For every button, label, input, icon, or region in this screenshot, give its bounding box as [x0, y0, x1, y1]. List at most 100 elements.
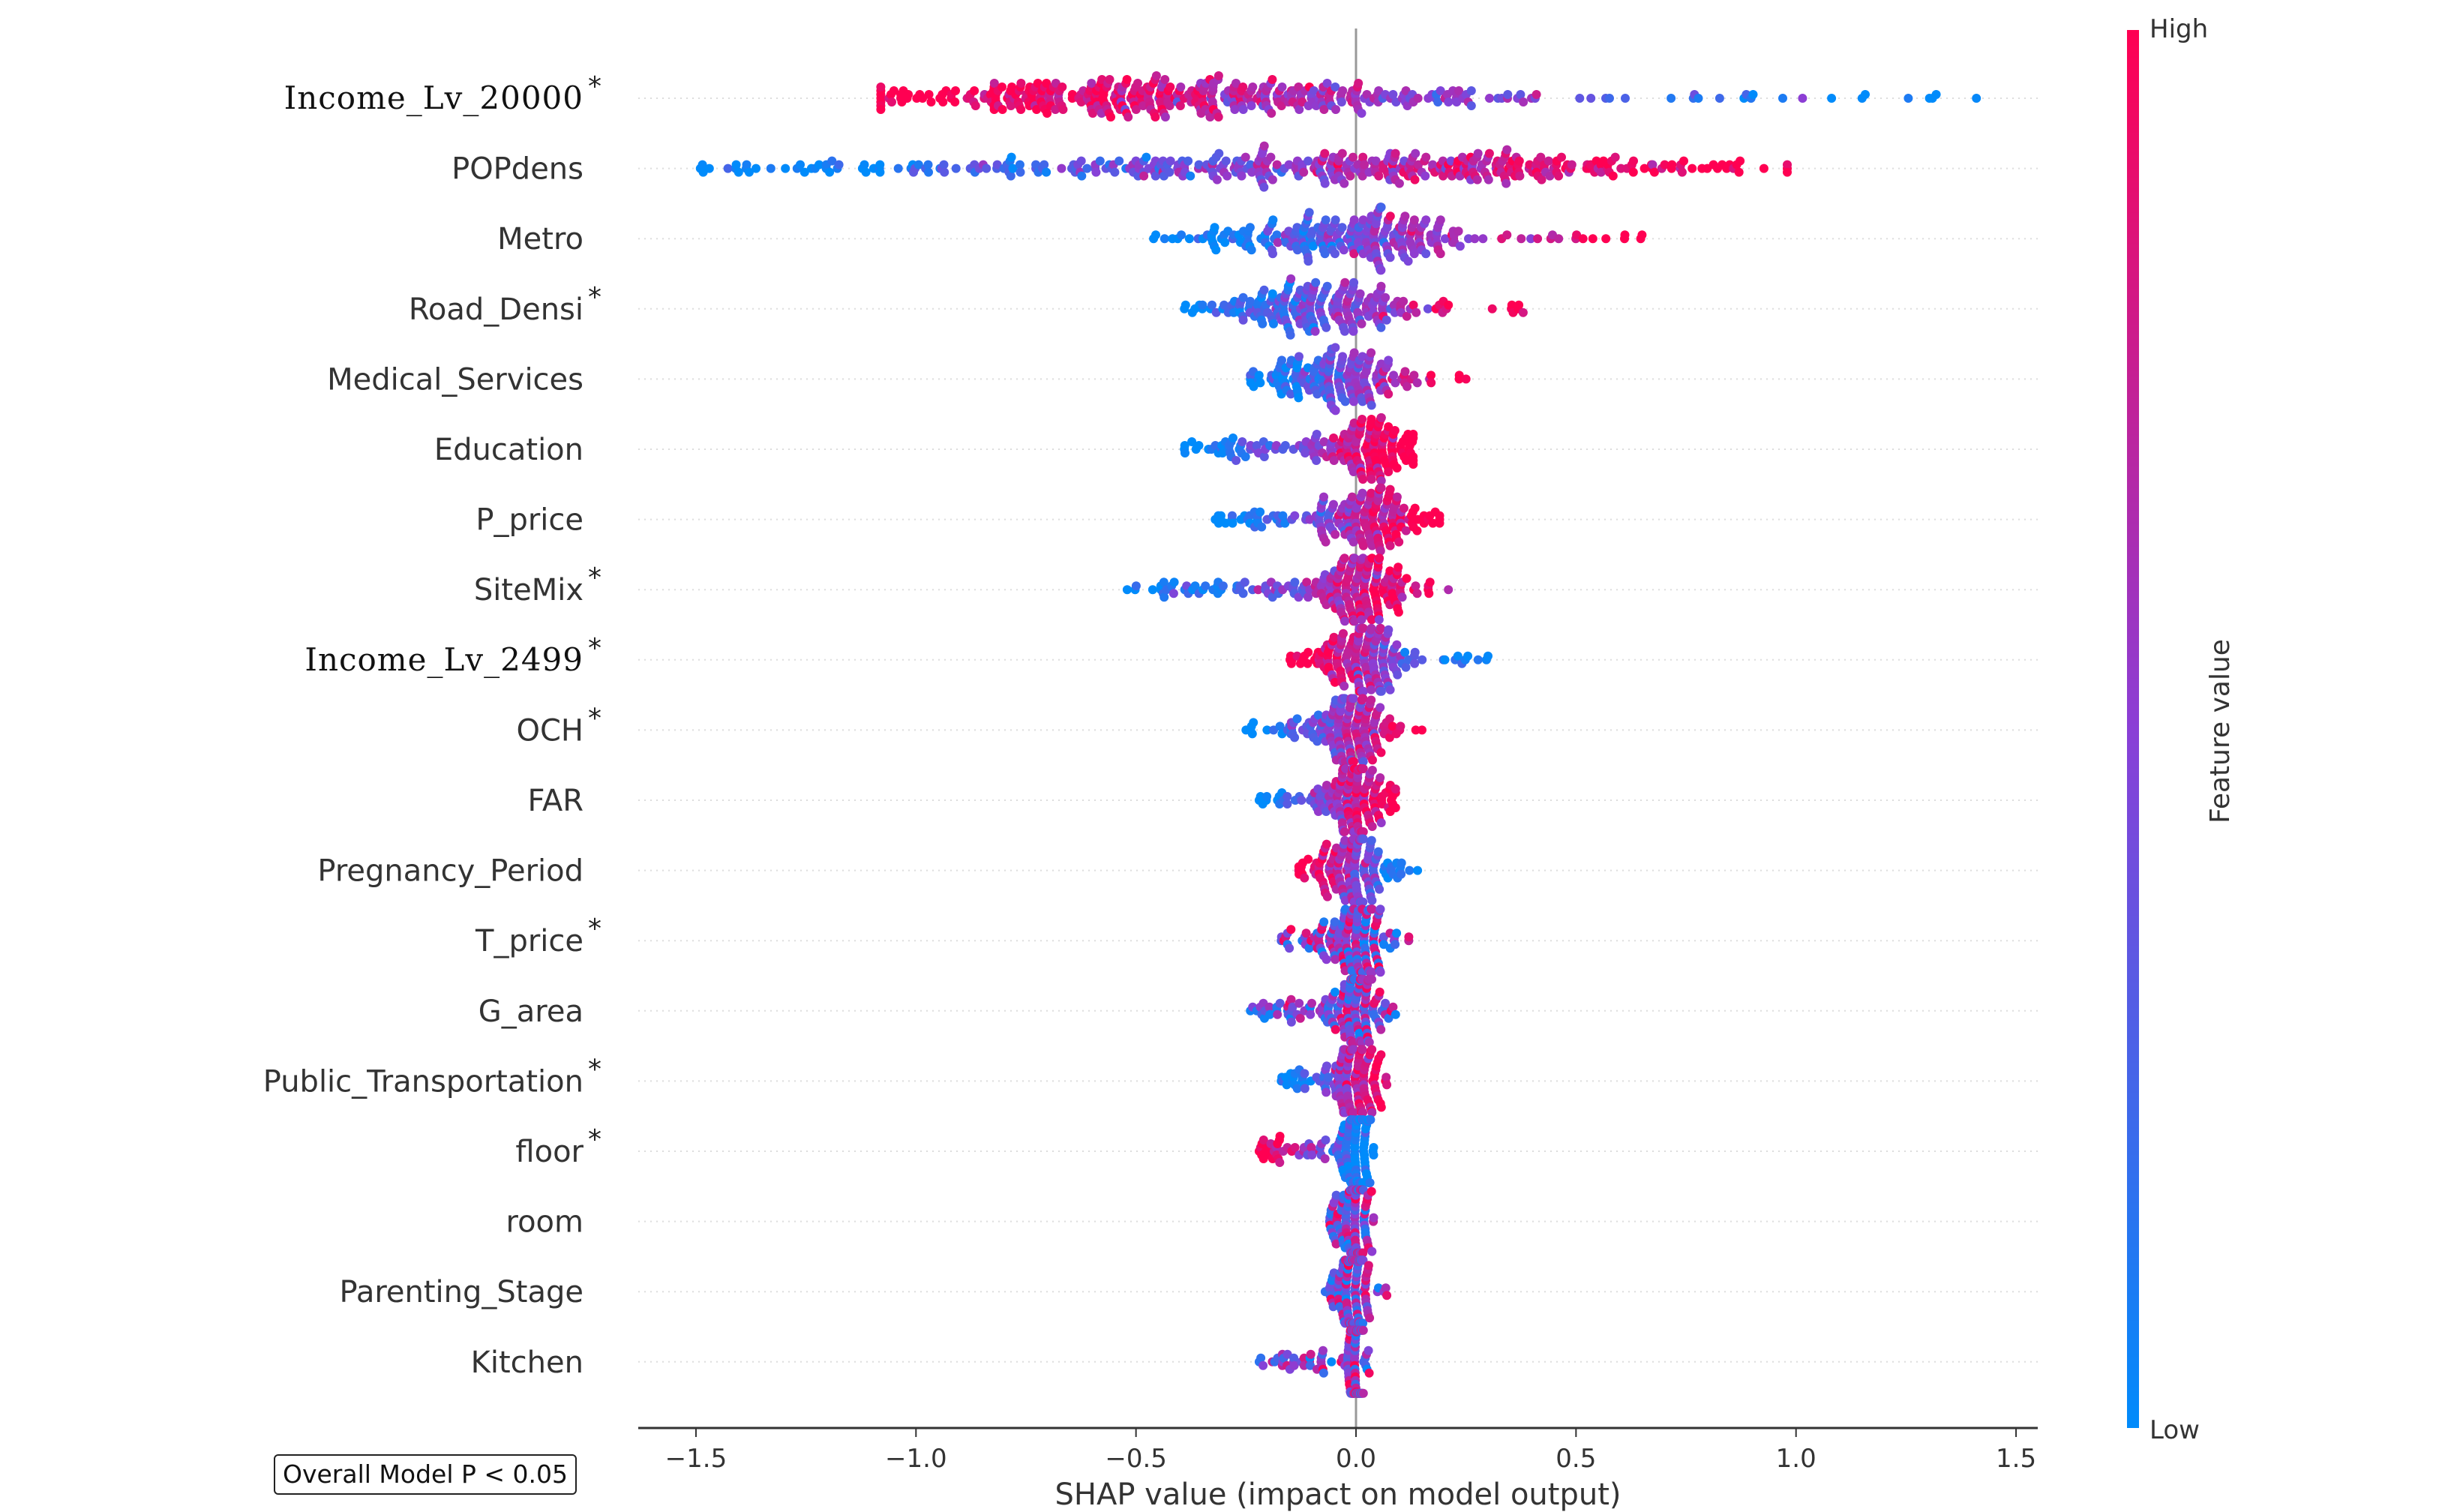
shap-point [827, 156, 837, 166]
x-tick-label: 0.5 [1556, 1444, 1596, 1474]
shap-point [1247, 729, 1257, 739]
shap-point [1286, 389, 1296, 399]
shap-point [1300, 1084, 1310, 1094]
shap-point [1376, 322, 1386, 332]
shap-point [1371, 156, 1381, 166]
shap-point [1330, 249, 1340, 259]
shap-point [1396, 722, 1406, 731]
shap-point [1861, 90, 1870, 99]
shap-point [1238, 437, 1247, 446]
shap-point [1042, 167, 1052, 177]
shap-point [1384, 1013, 1394, 1023]
shap-point [1421, 215, 1431, 225]
shap-point [1293, 245, 1302, 255]
shap-point [1366, 415, 1376, 424]
shap-point [989, 79, 999, 88]
shap-point [1114, 156, 1124, 166]
shap-point [1330, 343, 1340, 352]
shap-point [1304, 944, 1314, 953]
shap-point [1286, 994, 1296, 1004]
shap-point [1337, 148, 1347, 158]
shap-point [1289, 1353, 1299, 1363]
shap-point [1376, 1102, 1386, 1112]
shap-point [1329, 632, 1339, 642]
shap-point [752, 164, 760, 173]
shap-point [1264, 1002, 1274, 1012]
shap-point [1321, 1136, 1330, 1144]
shap-point [1382, 1072, 1391, 1082]
shap-point [1286, 274, 1296, 284]
significance-asterisk: * [588, 71, 602, 102]
shap-point [1015, 160, 1024, 170]
shap-point [1310, 326, 1320, 336]
shap-point [1216, 511, 1226, 520]
shap-point [1666, 94, 1676, 103]
shap-point [1160, 75, 1170, 84]
shap-point [1330, 917, 1340, 927]
shap-point [1358, 897, 1368, 907]
shap-point [1557, 152, 1566, 162]
shap-point [1358, 415, 1367, 424]
shap-point [1454, 86, 1464, 95]
shap-point [1184, 234, 1194, 244]
shap-point [1246, 296, 1255, 306]
shap-point [1394, 537, 1404, 547]
shap-point [1331, 1190, 1341, 1200]
shap-point [1246, 101, 1256, 110]
shap-point [1367, 974, 1376, 984]
shap-point [914, 160, 923, 170]
shap-point [1620, 230, 1630, 240]
shap-point [1105, 75, 1114, 84]
shap-point [1426, 370, 1436, 380]
shap-point [1358, 171, 1367, 181]
shap-point [1031, 160, 1041, 170]
shap-point [1347, 492, 1357, 502]
shap-point [1318, 1346, 1328, 1355]
shap-point [1410, 647, 1420, 657]
shap-point [704, 164, 714, 173]
shap-point [800, 167, 809, 177]
feature-label: SiteMix [474, 573, 584, 608]
shap-point [1410, 503, 1420, 513]
shap-point [1349, 757, 1358, 766]
shap-point [1168, 589, 1178, 598]
shap-point [1312, 456, 1322, 465]
shap-point [1258, 319, 1268, 328]
shap-point [1514, 300, 1524, 310]
shap-point [1304, 208, 1314, 218]
shap-point [1106, 112, 1115, 122]
shap-point [1366, 1186, 1376, 1196]
shap-point [1306, 1010, 1316, 1019]
shap-point [1366, 488, 1376, 498]
shap-point [1502, 178, 1511, 188]
shap-point [1628, 167, 1638, 177]
shap-point [1180, 441, 1190, 450]
shap-point [1275, 1158, 1285, 1167]
shap-point [1360, 160, 1370, 170]
shap-point [1340, 326, 1349, 336]
shap-point [1424, 589, 1434, 598]
shap-point [1165, 101, 1174, 110]
shap-point [1307, 1150, 1317, 1160]
shap-point [1392, 492, 1402, 502]
shap-point [1166, 82, 1175, 92]
shap-point [1285, 944, 1294, 953]
shap-point [1237, 171, 1246, 181]
shap-point [1008, 164, 1018, 173]
shap-point [1329, 500, 1338, 509]
shap-point [734, 167, 743, 177]
shap-point [1384, 733, 1394, 742]
shap-point [1466, 86, 1476, 95]
feature-label: Income_Lv_20000 [284, 80, 584, 116]
shap-point [1783, 160, 1792, 170]
feature-label: Education [434, 433, 584, 467]
shap-point [1267, 109, 1276, 118]
shap-point [1320, 249, 1330, 259]
shap-point [1057, 164, 1066, 173]
shap-point [1376, 281, 1386, 291]
shap-point [1275, 998, 1285, 1008]
shap-point [1160, 112, 1170, 122]
shap-point [1484, 175, 1493, 184]
shap-point [1159, 578, 1168, 587]
